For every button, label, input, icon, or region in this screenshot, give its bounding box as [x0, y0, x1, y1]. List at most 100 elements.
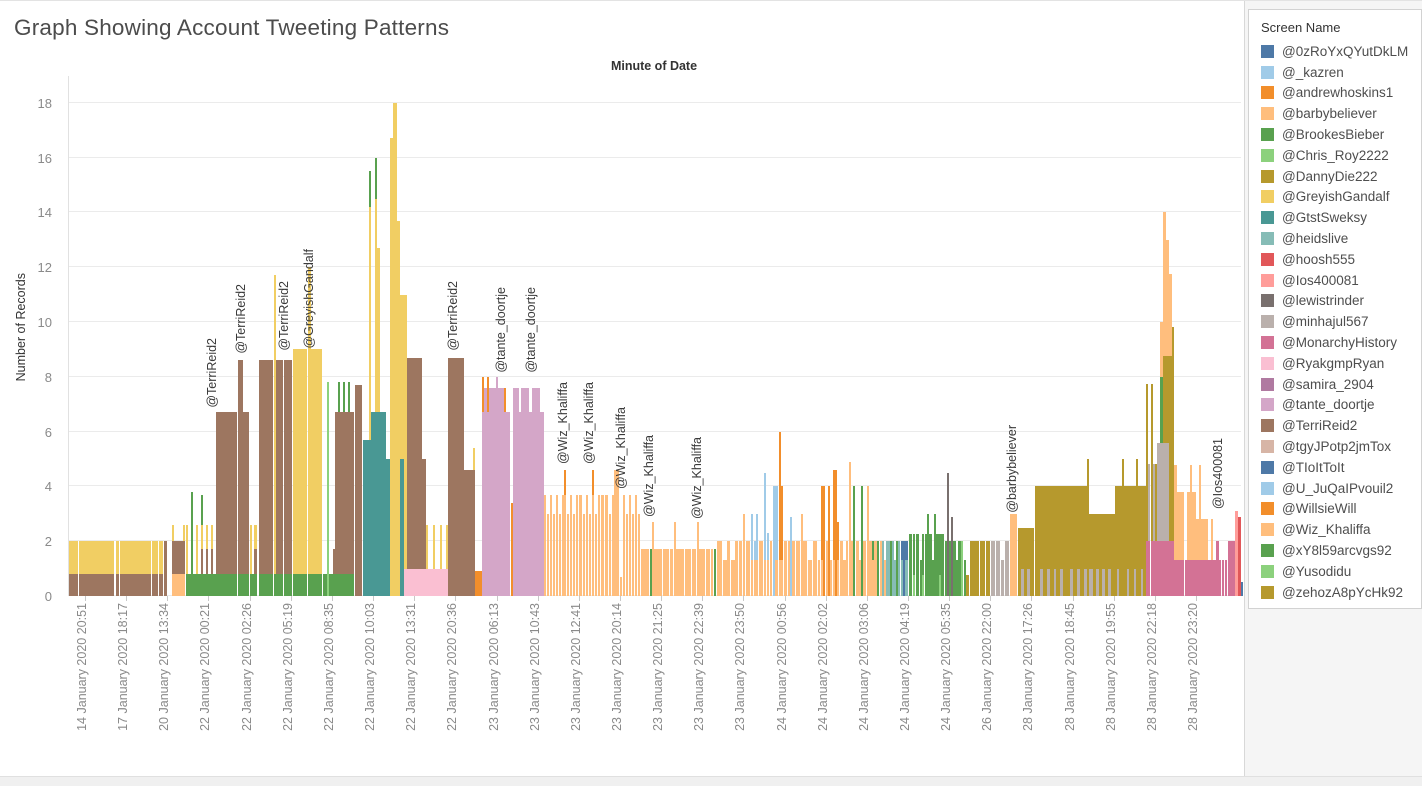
bar-segment[interactable]: [1124, 486, 1127, 596]
stacked-bar[interactable]: [1108, 513, 1111, 596]
stacked-bar[interactable]: [779, 431, 781, 596]
bar-segment[interactable]: [174, 574, 183, 596]
bar-segment[interactable]: [837, 522, 839, 561]
bar-segment[interactable]: [843, 560, 846, 596]
bar-segment[interactable]: [790, 516, 792, 596]
bar-segment[interactable]: [284, 574, 292, 596]
bar-segment[interactable]: [1153, 464, 1155, 542]
stacked-bar[interactable]: [894, 560, 896, 596]
stacked-bar[interactable]: [784, 541, 787, 596]
bar-segment[interactable]: [1010, 513, 1017, 596]
stacked-bar[interactable]: [980, 541, 985, 596]
bar-segment[interactable]: [206, 549, 208, 575]
stacked-bar[interactable]: [1181, 491, 1184, 596]
bar-segment[interactable]: [482, 376, 484, 413]
stacked-bar[interactable]: [1174, 464, 1177, 596]
stacked-bar[interactable]: [308, 267, 311, 596]
legend-item[interactable]: @0zRoYxQYutDkLM: [1249, 41, 1421, 62]
stacked-bar[interactable]: [743, 513, 745, 596]
bar-segment[interactable]: [1166, 239, 1169, 357]
stacked-bar[interactable]: [1192, 491, 1196, 596]
stacked-bar[interactable]: [934, 513, 936, 596]
bar-segment[interactable]: [293, 574, 307, 596]
bar-segment[interactable]: [652, 522, 654, 596]
bar-segment[interactable]: [1070, 568, 1073, 596]
bar-segment[interactable]: [1077, 568, 1080, 596]
legend-item[interactable]: @andrewhoskins1: [1249, 83, 1421, 104]
legend-item[interactable]: @Chris_Roy2222: [1249, 145, 1421, 166]
stacked-bar[interactable]: [956, 560, 958, 596]
stacked-bar[interactable]: [595, 513, 597, 596]
bar-segment[interactable]: [880, 541, 882, 596]
bar-segment[interactable]: [739, 541, 742, 596]
stacked-bar[interactable]: [1099, 513, 1102, 596]
stacked-bar[interactable]: [796, 541, 800, 596]
stacked-bar[interactable]: [435, 568, 440, 596]
bar-segment[interactable]: [440, 524, 442, 569]
bar-segment[interactable]: [1166, 442, 1169, 542]
bar-segment[interactable]: [276, 574, 283, 596]
bar-segment[interactable]: [1001, 560, 1004, 596]
bar-segment[interactable]: [366, 439, 369, 596]
bar-segment[interactable]: [913, 534, 915, 576]
stacked-bar[interactable]: [877, 541, 879, 596]
legend-item[interactable]: @BrookesBieber: [1249, 124, 1421, 145]
bar-segment[interactable]: [650, 549, 652, 596]
bar-segment[interactable]: [1067, 486, 1070, 596]
bar-segment[interactable]: [901, 541, 903, 561]
bar-segment[interactable]: [592, 494, 594, 596]
bar-segment[interactable]: [595, 513, 597, 596]
legend-item[interactable]: @DannyDie222: [1249, 166, 1421, 187]
stacked-bar[interactable]: [837, 522, 839, 596]
bar-segment[interactable]: [1096, 513, 1099, 569]
bar-segment[interactable]: [1047, 486, 1050, 569]
stacked-bar[interactable]: [120, 541, 151, 596]
stacked-bar[interactable]: [464, 469, 473, 596]
stacked-bar[interactable]: [767, 533, 769, 596]
stacked-bar[interactable]: [446, 524, 448, 596]
bar-segment[interactable]: [333, 549, 335, 575]
bar-segment[interactable]: [487, 412, 489, 596]
bar-segment[interactable]: [484, 387, 487, 596]
bar-segment[interactable]: [1160, 442, 1163, 542]
stacked-bar[interactable]: [936, 534, 939, 596]
bar-segment[interactable]: [216, 574, 237, 596]
stacked-bar[interactable]: [823, 486, 825, 596]
stacked-bar[interactable]: [813, 541, 817, 596]
legend-item[interactable]: @tante_doortje: [1249, 395, 1421, 416]
legend-item[interactable]: @_kazren: [1249, 62, 1421, 83]
bar-segment[interactable]: [986, 541, 990, 596]
stacked-bar[interactable]: [475, 571, 479, 596]
bar-segment[interactable]: [159, 574, 163, 596]
bar-segment[interactable]: [953, 541, 956, 596]
bar-segment[interactable]: [201, 494, 203, 525]
stacked-bar[interactable]: [69, 541, 78, 596]
stacked-bar[interactable]: [808, 560, 812, 596]
stacked-bar[interactable]: [1157, 442, 1160, 596]
stacked-bar[interactable]: [164, 541, 167, 596]
bar-segment[interactable]: [203, 574, 206, 596]
bar-segment[interactable]: [853, 486, 855, 596]
bar-segment[interactable]: [697, 522, 699, 596]
bar-segment[interactable]: [759, 541, 763, 596]
bar-segment[interactable]: [909, 534, 912, 596]
bar-segment[interactable]: [327, 382, 329, 596]
stacked-bar[interactable]: [1235, 511, 1238, 596]
bar-segment[interactable]: [1151, 541, 1153, 596]
bar-segment[interactable]: [941, 534, 944, 596]
bar-segment[interactable]: [335, 412, 338, 575]
bar-segment[interactable]: [609, 513, 611, 596]
stacked-bar[interactable]: [1211, 519, 1213, 596]
bar-segment[interactable]: [835, 469, 837, 596]
bar-segment[interactable]: [556, 494, 558, 596]
bar-segment[interactable]: [243, 412, 249, 575]
bar-segment[interactable]: [446, 524, 448, 569]
stacked-bar[interactable]: [335, 412, 338, 596]
bar-segment[interactable]: [1192, 491, 1196, 561]
stacked-bar[interactable]: [1067, 486, 1070, 596]
stacked-bar[interactable]: [79, 541, 114, 596]
bar-segment[interactable]: [186, 524, 188, 575]
bar-segment[interactable]: [442, 568, 446, 596]
bar-segment[interactable]: [903, 541, 905, 596]
stacked-bar[interactable]: [1141, 486, 1143, 596]
